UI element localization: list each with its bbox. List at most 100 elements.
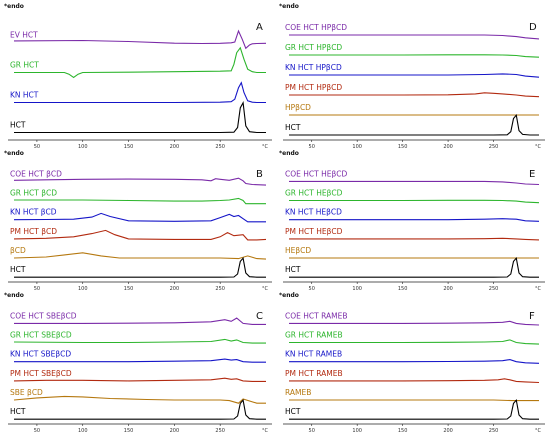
series-line-gr-hct: [14, 46, 266, 79]
series-label-coe-hct-sbe-cd: COE HCT SBEβCD: [10, 311, 77, 320]
series-line-pm-hct-cd: [13, 229, 267, 241]
series-line-rameb: [289, 399, 539, 402]
series-line-hct: [14, 256, 266, 278]
series-label-coe-hct-cd: COE HCT βCD: [10, 169, 62, 178]
x-tick-label: 50: [34, 428, 40, 434]
series-label-gr-hct-hp-cd: GR HCT HPβCD: [285, 43, 342, 52]
series-label-gr-hct-he-cd: GR HCT HEβCD: [285, 189, 343, 198]
endo-label: *endo: [4, 3, 24, 10]
series-label-pm-hct-sbe-cd: PM HCT SBEβCD: [10, 369, 72, 378]
endo-label: *endo: [279, 150, 299, 157]
series-label-rameb: RAMEB: [285, 388, 311, 397]
x-unit-label: °C: [535, 144, 542, 150]
series-label-he-cd: HEβCD: [285, 246, 311, 255]
x-tick-label: 100: [352, 286, 362, 292]
series-label-coe-hct-hp-cd: COE HCT HPβCD: [285, 23, 347, 32]
endo-label: *endo: [279, 292, 299, 299]
x-tick-label: 150: [398, 428, 408, 434]
series-label-pm-hct-he-cd: PM HCT HEβCD: [285, 227, 343, 236]
series-line-gr-hct-rameb: [289, 339, 540, 345]
panel-a: *endo A EV HCT GR HCT KN HCT HCT 50 100 150 200 25…: [4, 3, 272, 150]
series-label-hct: HCT: [285, 407, 301, 416]
series-line-gr-hct-cd: [14, 197, 266, 205]
x-tick-label: 50: [309, 144, 315, 150]
x-unit-label: °C: [262, 144, 269, 150]
series-label-gr-hct-cd: GR HCT βCD: [10, 189, 57, 198]
series-line-gr-hct-he-cd: [289, 199, 540, 204]
series-label-pm-hct-hp-cd: PM HCT HPβCD: [285, 83, 342, 92]
series-line-kn-hct-sbe-cd: [14, 358, 266, 363]
series-label-hct: HCT: [10, 407, 26, 416]
x-tick-label: 250: [215, 286, 225, 292]
x-tick-label: 100: [78, 428, 88, 434]
x-unit-label: °C: [535, 428, 542, 434]
panel-b: *endo B COE HCT βCD GR HCT βCD KN HCT βCD PM …: [4, 150, 272, 292]
series-line-hct: [289, 398, 539, 420]
endo-label: *endo: [4, 292, 24, 299]
series-label-hp-cd: HPβCD: [285, 103, 311, 112]
series-line-hct: [289, 256, 539, 278]
x-tick-label: 150: [124, 286, 134, 292]
series-line-coe-hct-he-cd: [289, 180, 540, 186]
x-tick-label: 200: [443, 286, 453, 292]
panel-letter: A: [256, 22, 263, 33]
series-line-pm-hct-he-cd: [289, 237, 540, 241]
x-tick-label: 250: [215, 144, 225, 150]
panel-letter: D: [529, 22, 537, 33]
panel-letter: C: [256, 311, 263, 322]
panel-letter: E: [529, 169, 535, 180]
series-label-gr-hct-rameb: GR HCT RAMEB: [285, 331, 343, 340]
x-tick-label: 200: [170, 286, 180, 292]
series-label-kn-hct-he-cd: KN HCT HEβCD: [285, 208, 342, 217]
x-tick-label: 100: [352, 428, 362, 434]
x-tick-label: 50: [309, 428, 315, 434]
series-label-pm-hct-cd: PM HCT βCD: [10, 227, 57, 236]
series-label-kn-hct-rameb: KN HCT RAMEB: [285, 350, 342, 359]
series-label-kn-hct-hp-cd: KN HCT HPβCD: [285, 63, 342, 72]
x-tick-label: 200: [443, 144, 453, 150]
series-line-pm-hct-hp-cd: [289, 92, 540, 98]
x-tick-label: 50: [34, 144, 40, 150]
series-line-coe-hct-rameb: [289, 320, 540, 326]
x-tick-label: 200: [443, 428, 453, 434]
x-tick-label: 200: [170, 428, 180, 434]
series-line-kn-hct-rameb: [289, 359, 540, 364]
series-line-kn-hct-he-cd: [289, 218, 540, 222]
series-label-coe-hct-rameb: COE HCT RAMEB: [285, 311, 348, 320]
series-label-cd: βCD: [10, 246, 26, 255]
panel-f: *endo F COE HCT RAMEB GR HCT RAMEB KN HCT RA…: [279, 292, 545, 434]
series-line-kn-hct-cd: [13, 212, 266, 223]
series-line-kn-hct: [14, 81, 266, 104]
series-label-hct: HCT: [285, 265, 301, 274]
series-line-coe-hct-cd: [13, 177, 267, 186]
endo-label: *endo: [279, 3, 299, 10]
x-tick-label: 50: [309, 286, 315, 292]
x-tick-label: 250: [489, 286, 499, 292]
x-tick-label: 250: [215, 428, 225, 434]
series-label-hct: HCT: [285, 123, 301, 132]
series-line-coe-hct-sbe-cd: [14, 317, 266, 325]
series-line-pm-hct-sbe-cd: [13, 377, 266, 382]
series-label-coe-hct-he-cd: COE HCT HEβCD: [285, 169, 348, 178]
x-tick-label: 100: [78, 144, 88, 150]
series-label-pm-hct-rameb: PM HCT RAMEB: [285, 369, 343, 378]
x-tick-label: 250: [489, 428, 499, 434]
x-unit-label: °C: [262, 286, 269, 292]
x-tick-label: 100: [352, 144, 362, 150]
series-line-hct: [289, 113, 539, 136]
x-tick-label: 150: [124, 428, 134, 434]
series-line-ev-hct: [13, 29, 267, 50]
series-label-gr-hct-sbe-cd: GR HCT SBEβCD: [10, 331, 72, 340]
series-line-gr-hct-sbe-cd: [13, 338, 266, 344]
series-line-coe-hct-hp-cd: [289, 34, 540, 40]
panel-e: *endo E COE HCT HEβCD GR HCT HEβCD KN HCT HE…: [279, 150, 545, 292]
series-line-cd: [13, 252, 267, 260]
series-line-hct: [14, 398, 266, 420]
series-label-kn-hct: KN HCT: [10, 91, 39, 100]
series-line-kn-hct-hp-cd: [289, 73, 540, 78]
panel-d: *endo D COE HCT HPβCD GR HCT HPβCD KN HCT HP…: [279, 3, 545, 150]
series-label-sbe-cd: SBE βCD: [10, 388, 43, 397]
x-tick-label: 50: [34, 286, 40, 292]
series-label-gr-hct: GR HCT: [10, 61, 39, 70]
